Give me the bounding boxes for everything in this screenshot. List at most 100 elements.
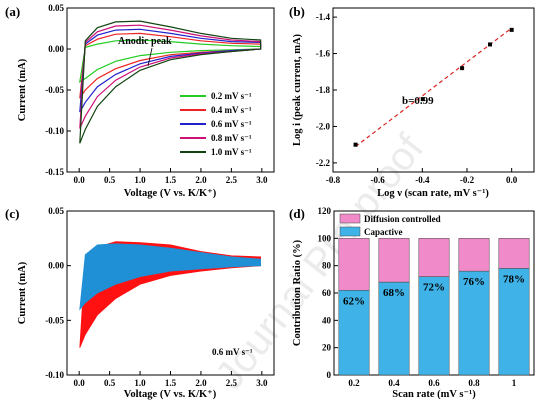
panel-b-ytick-label: -2.0 (316, 121, 331, 131)
panel-d-ytick-label: 80 (322, 261, 332, 271)
panel-d-ylabel: Contribution Ratio (%) (292, 239, 303, 346)
panel-c-ytick-label: -0.05 (45, 315, 64, 325)
panel-b-xtick-label: -0.2 (460, 175, 475, 185)
panel-d-xtick-label-1: 0.2 (348, 378, 360, 388)
panel-a-xtick-label: 3.0 (256, 175, 268, 185)
panel-d-legend: Diffusion controlled Capactive (339, 213, 441, 237)
panel-a-xtick-label: 0.0 (74, 175, 86, 185)
panel-a-xtick-label: 1.5 (165, 175, 177, 185)
panel-d-label: (d) (289, 206, 305, 221)
panel-a-label: (a) (5, 4, 20, 19)
panel-a-cyclic-voltammetry: (a) 0.0 0.5 1.0 1.5 2.0 2.5 3.0 0.05 0.00 -0.05 -0… (5, 3, 275, 199)
panel-d-legend-label-capacitive: Capactive (364, 227, 403, 237)
panel-a-ytick-label: 0.05 (48, 3, 64, 13)
panel-b-data-point-4 (488, 42, 493, 47)
panel-b-fit-line (355, 27, 513, 147)
panel-b-frame (332, 7, 535, 173)
panel-a-series-line-5 (79, 20, 262, 144)
panel-a-legend: 0.2 mV s⁻¹ 0.4 mV s⁻¹ 0.6 mV s⁻¹ 0.8 mV s⁻¹… (180, 91, 252, 157)
panel-b-annotation: b=0.99 (402, 95, 434, 107)
panel-a-annotation-pointer (147, 47, 153, 67)
panel-d-bar-capacitive-4 (458, 270, 490, 376)
panel-b-ticks: -0.8 -0.6 -0.4 -0.2 0.0 -1.4 -1.6 -1.8 -2.0 -2.2 (316, 12, 518, 185)
panel-b-ytick-label: -2.2 (316, 158, 331, 168)
panel-d-ytick-label: 20 (322, 343, 332, 353)
panel-d-ytick-label: 0 (327, 370, 332, 380)
panel-d-xtick-label-5: 1 (512, 378, 517, 388)
panel-d-data-label-1: 62% (343, 295, 365, 307)
panel-d-ytick-label: 60 (322, 288, 332, 298)
panel-a-xtick-label: 0.5 (104, 175, 116, 185)
panel-a-ytick-label: 0.00 (48, 44, 64, 54)
panel-c-xlabel: Voltage (V vs. K/K⁺) (124, 389, 217, 400)
panel-d-bar-diffusion-4 (458, 238, 490, 272)
panel-b-xlabel: Log ν (scan rate, mV s⁻¹) (377, 188, 489, 199)
panel-c-ytick-label: 0.05 (48, 206, 64, 216)
panel-b-xtick-label: -0.8 (326, 175, 341, 185)
panel-b-xtick-label: -0.6 (371, 175, 386, 185)
panel-a-xlabel: Voltage (V vs. K/K⁺) (124, 188, 217, 199)
panel-d-xtick-label-4: 0.8 (468, 378, 480, 388)
panel-c-capacitive-area (79, 243, 261, 311)
panel-a-legend-label-2: 0.4 mV s⁻¹ (211, 105, 252, 115)
panel-a-ytick-label: -0.10 (45, 126, 64, 136)
panel-a-ytick-label: -0.05 (45, 85, 64, 95)
panel-b-data-point-1 (353, 142, 358, 147)
panel-d-data-label-5: 78% (503, 273, 525, 285)
panel-c-ytick-label: -0.10 (45, 370, 64, 380)
panel-c-series-group (79, 241, 261, 348)
panel-a-ylabel: Current (mA) (17, 58, 28, 121)
panel-d-data-label-4: 76% (463, 276, 485, 288)
panel-d-contribution-ratio: (d) 62% 0.2 68% 0.4 72% 0.6 76% 0.8 78% 1 0 20 40 60… (289, 206, 535, 400)
panel-b-ytick-label: -1.6 (316, 49, 331, 59)
panel-d-bar-capacitive-1 (338, 290, 370, 376)
panel-c-ylabel: Current (mA) (17, 261, 28, 324)
panel-a-ytick-label: -0.15 (45, 167, 64, 177)
panel-d-bar-diffusion-3 (418, 238, 450, 277)
panel-d-bar-capacitive-3 (418, 276, 450, 376)
panel-d-ytick-label: 100 (318, 233, 332, 243)
panel-c-xtick-label: 1.0 (134, 378, 146, 388)
panel-d-xtick-label-3: 0.6 (428, 378, 440, 388)
panel-a-xtick-label: 2.0 (195, 175, 207, 185)
panel-a-annotation: Anodic peak (118, 36, 172, 47)
panel-b-xtick-label: -0.4 (415, 175, 430, 185)
panel-d-ytick-label: 40 (322, 315, 332, 325)
panel-d-bar-diffusion-2 (378, 238, 410, 283)
panel-d-legend-swatch-capacitive (339, 226, 361, 237)
panel-b-ytick-label: -1.8 (316, 85, 331, 95)
panel-d-data-label-3: 72% (423, 282, 445, 294)
panel-c-xtick-label: 2.0 (195, 378, 207, 388)
panel-c-xtick-label: 2.5 (226, 378, 238, 388)
panel-c-xtick-label: 0.5 (104, 378, 116, 388)
panel-a-legend-label-4: 0.8 mV s⁻¹ (211, 133, 252, 143)
panel-c-xtick-label: 1.5 (165, 378, 177, 388)
panel-b-xtick-label: 0.0 (506, 175, 518, 185)
panel-d-bar-diffusion-1 (338, 238, 370, 291)
panel-b-data-point-2 (420, 97, 425, 102)
panel-d-xlabel: Scan rate (mV s⁻¹) (392, 389, 476, 400)
panel-c-xtick-label: 0.0 (74, 378, 86, 388)
panel-b-data-point-5 (509, 27, 514, 32)
panel-a-ticks: 0.0 0.5 1.0 1.5 2.0 2.5 3.0 0.05 0.00 -0.05 -0.10 -… (45, 3, 268, 185)
panel-b-label: (b) (289, 4, 305, 19)
panel-c-label: (c) (5, 206, 19, 221)
panel-a-legend-label-3: 0.6 mV s⁻¹ (211, 119, 252, 129)
panel-d-data-label-2: 68% (383, 287, 405, 299)
panel-a-xtick-label: 2.5 (226, 175, 238, 185)
panel-c-capacitive-contribution: (c) 0.0 0.5 1.0 1.5 2.0 2.5 3.0 0.05 0.00 -0.05 -0… (5, 206, 275, 400)
panel-d-xtick-label-2: 0.4 (388, 378, 400, 388)
panel-a-legend-label-5: 1.0 mV s⁻¹ (211, 147, 252, 157)
panel-d-ytick-label: 120 (318, 206, 332, 216)
panel-d-bar-capacitive-5 (498, 268, 530, 376)
panel-b-series-group (353, 27, 514, 147)
panel-d-legend-label-diffusion: Diffusion controlled (364, 214, 441, 224)
panel-b-ytick-label: -1.4 (316, 12, 331, 22)
panel-c-ticks: 0.0 0.5 1.0 1.5 2.0 2.5 3.0 0.05 0.00 -0.05 -0.10 (45, 206, 268, 388)
panel-c-ytick-label: 0.00 (48, 261, 64, 271)
panel-d-bars-group: 62% 0.2 68% 0.4 72% 0.6 76% 0.8 78% 1 (338, 238, 530, 388)
panel-a-legend-label-1: 0.2 mV s⁻¹ (211, 91, 252, 101)
panel-d-bar-diffusion-5 (498, 238, 530, 269)
panel-b-b-value: (b) -0.8 -0.6 -0.4 -0.2 0.0-1.4-1.6-1.8-2.0-… (289, 4, 535, 199)
